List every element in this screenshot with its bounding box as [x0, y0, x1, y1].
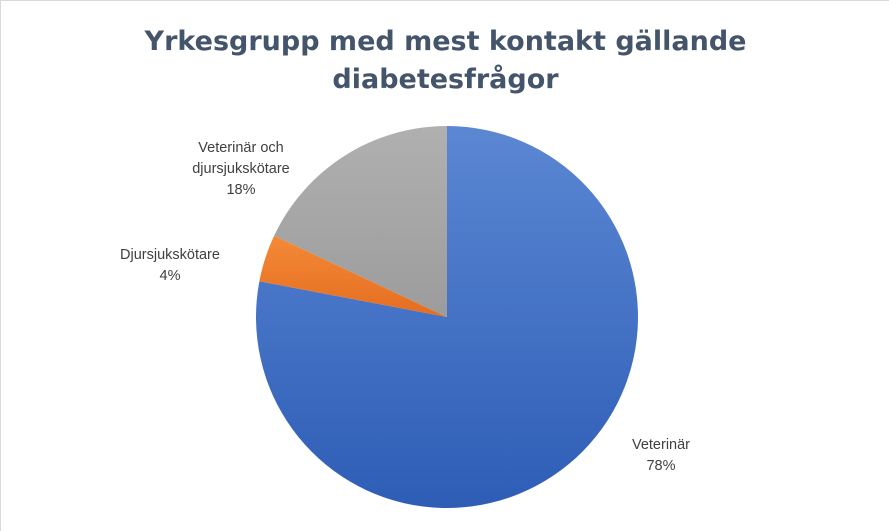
- chart-title-line-2: diabetesfrågor: [332, 64, 559, 95]
- chart-title-line-1: Yrkesgrupp med mest kontakt gällande: [144, 26, 747, 57]
- data-label-veterinar-och-djursjukskotare: Veterinär och djursjukskötare 18%: [161, 138, 321, 201]
- pie-slice-veterinar: [255, 126, 638, 508]
- data-label-veterinar-och-djursjukskotare-name-1: Veterinär och: [198, 140, 284, 156]
- data-label-veterinar-name: Veterinär: [631, 437, 691, 453]
- data-label-veterinar-value: 78%: [646, 458, 676, 474]
- data-label-veterinar-och-djursjukskotare-name-2: djursjukskötare: [192, 161, 290, 177]
- data-label-djursjukskotare-name: Djursjukskötare: [120, 247, 220, 263]
- data-label-veterinar: Veterinär 78%: [601, 435, 721, 477]
- pie-slice-veterinar-och-djursjukskotare: [274, 126, 447, 317]
- data-label-djursjukskotare: Djursjukskötare 4%: [95, 245, 245, 287]
- chart-title: Yrkesgrupp med mest kontakt gällande dia…: [1, 23, 889, 99]
- data-label-djursjukskotare-value: 4%: [159, 268, 181, 284]
- data-label-veterinar-och-djursjukskotare-value: 18%: [226, 182, 256, 198]
- pie-slice-djursjukskotare: [259, 235, 447, 317]
